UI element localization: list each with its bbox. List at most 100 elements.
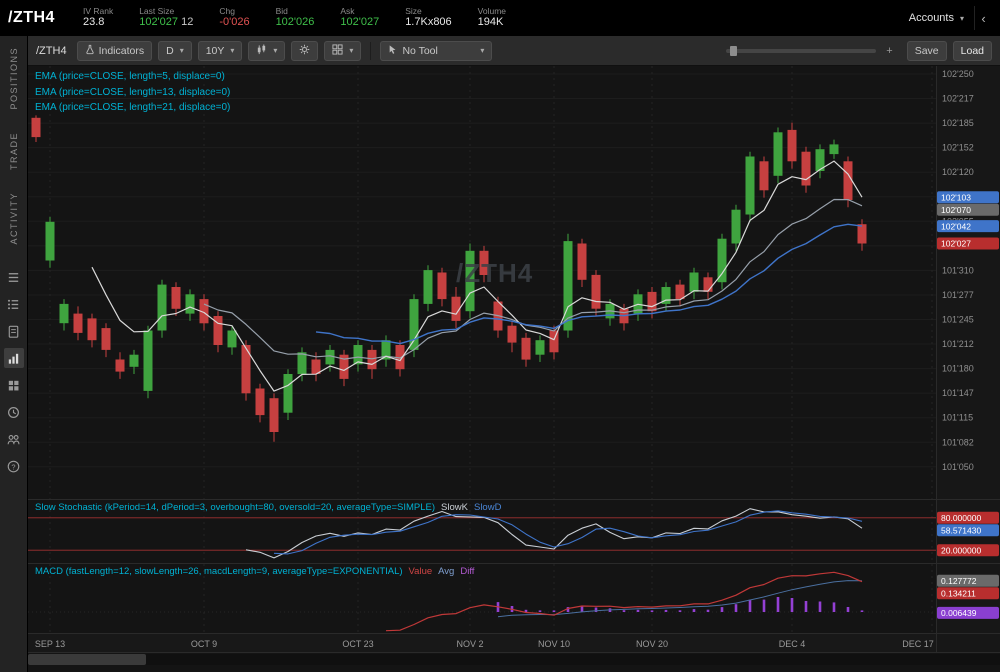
- collapse-panel-button[interactable]: ‹: [974, 6, 992, 30]
- field-value: 23.8: [82, 16, 105, 29]
- svg-text:DEC 4: DEC 4: [779, 639, 806, 649]
- timeframe-dropdown[interactable]: D ▾: [158, 40, 192, 61]
- save-button[interactable]: Save: [906, 40, 947, 61]
- toolbar-divider: [370, 41, 372, 60]
- range-dropdown[interactable]: 10Y ▾: [197, 40, 243, 61]
- price-axis: 102'250 102'217 102'185 102'152 102'120 102'0…: [28, 69, 974, 472]
- svg-text:101'050: 101'050: [942, 462, 974, 472]
- drawing-tool-dropdown[interactable]: No Tool ▾: [380, 40, 493, 61]
- svg-text:101'147: 101'147: [942, 388, 974, 398]
- chart-canvas[interactable]: 102'250 102'217 102'185 102'152 102'120 102'0…: [28, 66, 1000, 672]
- svg-text:101'115: 101'115: [942, 413, 973, 423]
- svg-text:NOV 2: NOV 2: [456, 639, 483, 649]
- svg-text:101'180: 101'180: [942, 364, 974, 374]
- load-button[interactable]: Load: [952, 40, 992, 61]
- left-sidebar: POSITIONS TRADE ACTIVITY: [0, 36, 28, 672]
- field-label: Ask: [340, 5, 355, 16]
- field-label: Last Size: [139, 5, 175, 16]
- quote-field-chg: Chg -0'026: [219, 6, 249, 30]
- size-value: 1.7Kx806: [405, 16, 452, 29]
- chart-backgrounds: [28, 66, 1000, 652]
- chevron-down-icon: ▾: [230, 46, 235, 55]
- svg-text:0.134211: 0.134211: [941, 589, 976, 599]
- zoom-slider[interactable]: [726, 45, 877, 56]
- help-icon[interactable]: ?: [4, 456, 24, 476]
- svg-text:NOV 20: NOV 20: [636, 639, 668, 649]
- widgets-icon[interactable]: [4, 375, 24, 395]
- svg-text:NOV 10: NOV 10: [538, 639, 570, 649]
- layout-grid-dropdown[interactable]: ▾: [324, 40, 362, 61]
- field-label: Chg: [219, 5, 235, 16]
- field-label: Bid: [275, 5, 288, 16]
- panel-separators: [28, 66, 1000, 653]
- svg-text:101'212: 101'212: [942, 339, 974, 349]
- bid-value: 102'026: [275, 16, 315, 29]
- sidebar-tab-positions[interactable]: POSITIONS: [8, 47, 19, 110]
- quote-header: /ZTH4 IV Rank 23.8 Last Size 102'027 12 …: [0, 0, 1000, 36]
- svg-text:58.571430: 58.571430: [941, 526, 981, 536]
- sidebar-tab-trade[interactable]: TRADE: [8, 131, 19, 170]
- time-axis: SEP 13 OCT 9 OCT 23 NOV 2 NOV 10 NOV 20 DEC 4 D…: [35, 66, 934, 649]
- horizontal-scrollbar[interactable]: [28, 654, 1000, 665]
- svg-text:102'152: 102'152: [942, 143, 974, 153]
- accounts-label: Accounts: [908, 12, 954, 24]
- svg-text:?: ?: [11, 462, 15, 471]
- notes-icon[interactable]: [4, 321, 24, 341]
- field-label: IV Rank: [82, 5, 114, 16]
- svg-text:102'070: 102'070: [941, 205, 971, 215]
- ask-value: 102'027: [340, 16, 380, 29]
- svg-text:101'277: 101'277: [942, 290, 974, 300]
- indicators-button[interactable]: Indicators: [76, 40, 153, 61]
- flask-icon: [85, 44, 95, 58]
- svg-text:OCT 23: OCT 23: [342, 639, 373, 649]
- chart-settings-button[interactable]: [291, 40, 319, 61]
- quote-field-iv-rank: IV Rank 23.8: [83, 6, 113, 30]
- history-icon[interactable]: [4, 402, 24, 422]
- chart-area: 102'250 102'217 102'185 102'152 102'120 102'0…: [28, 66, 1000, 672]
- chevron-down-icon: ▾: [179, 46, 184, 55]
- svg-text:101'310: 101'310: [942, 265, 974, 275]
- svg-text:102'103: 102'103: [941, 192, 971, 202]
- orders-icon[interactable]: [4, 294, 24, 314]
- svg-text:101'082: 101'082: [942, 437, 974, 447]
- svg-text:102'250: 102'250: [942, 69, 974, 79]
- watchlist-icon[interactable]: [4, 267, 24, 287]
- svg-text:OCT 9: OCT 9: [191, 639, 217, 649]
- chart-toolbar: /ZTH4 Indicators D ▾ 10Y ▾ ▾: [28, 36, 1000, 66]
- scrollbar-thumb[interactable]: [28, 654, 146, 665]
- svg-text:0.127772: 0.127772: [941, 576, 977, 586]
- axis-value-bubbles: 102'103 102'070 102'042 102'027 80.000000 58.…: [937, 191, 999, 619]
- quote-field-ask: Ask 102'027: [340, 6, 379, 30]
- chevron-down-icon: ▾: [480, 46, 485, 55]
- chart-icon[interactable]: [3, 348, 24, 369]
- symbol-label: /ZTH4: [8, 9, 55, 26]
- svg-text:102'120: 102'120: [942, 167, 974, 177]
- chevron-down-icon: ▾: [349, 46, 354, 55]
- last-price: 102'027: [139, 16, 179, 29]
- chart-type-dropdown[interactable]: ▾: [248, 40, 286, 61]
- svg-text:102'042: 102'042: [941, 221, 971, 231]
- quote-field-volume: Volume 194K: [478, 6, 506, 30]
- svg-text:SEP 13: SEP 13: [35, 639, 65, 649]
- zoom-slider-handle[interactable]: [730, 45, 738, 56]
- stochastic-plot: [28, 508, 936, 559]
- grid-layout-icon: [332, 43, 343, 58]
- svg-text:80.000000: 80.000000: [941, 513, 981, 523]
- quote-field-size: Size 1.7Kx806: [405, 6, 451, 30]
- last-size: 12: [181, 16, 194, 29]
- svg-text:20.000000: 20.000000: [941, 545, 981, 555]
- volume-value: 194K: [477, 16, 504, 29]
- share-users-icon[interactable]: [4, 429, 24, 449]
- sidebar-tab-activity[interactable]: ACTIVITY: [8, 191, 19, 245]
- accounts-dropdown[interactable]: Accounts ▾: [909, 12, 964, 24]
- svg-text:101'245: 101'245: [942, 315, 974, 325]
- svg-text:DEC 17: DEC 17: [902, 639, 934, 649]
- chevron-down-icon: ▾: [959, 13, 964, 23]
- cursor-icon: [388, 44, 398, 58]
- ema-overlays: [91, 160, 863, 392]
- svg-text:102'027: 102'027: [941, 239, 971, 249]
- svg-text:0.006439: 0.006439: [941, 608, 977, 618]
- zoom-in-icon[interactable]: +: [886, 44, 893, 57]
- macd-plot: [28, 571, 936, 632]
- toolbar-symbol: /ZTH4: [36, 44, 67, 57]
